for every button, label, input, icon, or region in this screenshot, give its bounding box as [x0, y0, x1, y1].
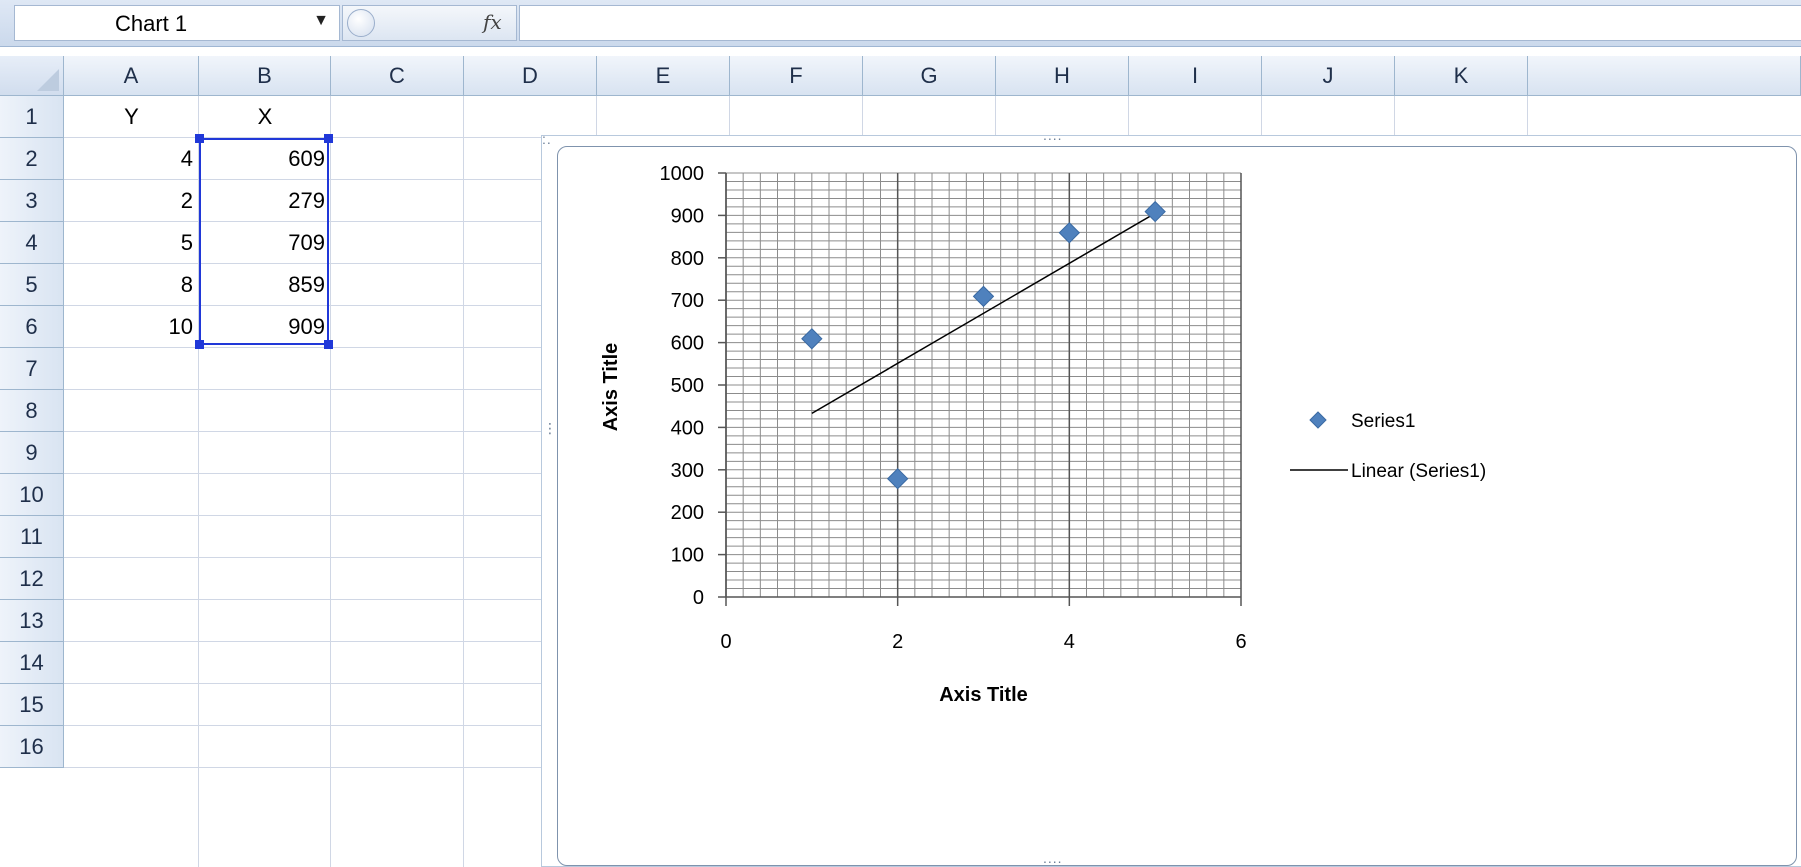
- row-header-2[interactable]: 2: [0, 138, 64, 180]
- column-header-b[interactable]: B: [199, 56, 331, 96]
- row-header-5[interactable]: 5: [0, 264, 64, 306]
- column-header-c[interactable]: C: [331, 56, 464, 96]
- grid-line: [330, 96, 331, 867]
- row-header-10[interactable]: 10: [0, 474, 64, 516]
- cell-a6[interactable]: 10: [168, 314, 193, 339]
- selection-handle[interactable]: [195, 134, 204, 143]
- cell-b1[interactable]: X: [257, 104, 273, 129]
- row-header-3[interactable]: 3: [0, 180, 64, 222]
- grid-line: [198, 96, 199, 867]
- row-header-9[interactable]: 9: [0, 432, 64, 474]
- name-box[interactable]: Chart 1 ▼: [14, 5, 340, 41]
- resize-handle-bottom[interactable]: ....: [1043, 850, 1063, 866]
- selection-handle[interactable]: [324, 134, 333, 143]
- column-header-d[interactable]: D: [464, 56, 597, 96]
- row-header-11[interactable]: 11: [0, 516, 64, 558]
- cell-a1[interactable]: Y: [124, 104, 139, 129]
- column-header-h[interactable]: H: [996, 56, 1129, 96]
- row-header-4[interactable]: 4: [0, 222, 64, 264]
- selected-range[interactable]: [199, 138, 329, 345]
- selection-handle[interactable]: [324, 340, 333, 349]
- row-header-1[interactable]: 1: [0, 96, 64, 138]
- cell-a5[interactable]: 8: [180, 272, 193, 297]
- formula-bar: Chart 1 ▼ fx: [0, 0, 1801, 47]
- formula-bar-controls: fx: [342, 5, 517, 41]
- row-header-7[interactable]: 7: [0, 348, 64, 390]
- resize-handle-top[interactable]: ....: [1043, 127, 1063, 143]
- resize-handle-corner[interactable]: :.: [542, 131, 552, 147]
- cell-b5[interactable]: 859: [288, 272, 325, 297]
- column-header-e[interactable]: E: [597, 56, 730, 96]
- column-header-f[interactable]: F: [730, 56, 863, 96]
- cell-b3[interactable]: 279: [288, 188, 325, 213]
- cell-b2[interactable]: 609: [288, 146, 325, 171]
- column-header-i[interactable]: I: [1129, 56, 1262, 96]
- selection-handle[interactable]: [195, 340, 204, 349]
- column-header-g[interactable]: G: [863, 56, 996, 96]
- cell-b6[interactable]: 909: [288, 314, 325, 339]
- row-header-16[interactable]: 16: [0, 726, 64, 768]
- cell-a4[interactable]: 5: [180, 230, 193, 255]
- select-all-button[interactable]: [0, 56, 64, 96]
- row-header-15[interactable]: 15: [0, 684, 64, 726]
- resize-handle-left[interactable]: ⋮: [543, 420, 558, 436]
- row-header-6[interactable]: 6: [0, 306, 64, 348]
- cell-a2[interactable]: 4: [180, 146, 193, 171]
- grid-line: [463, 96, 464, 867]
- select-all-icon: [37, 69, 59, 91]
- row-header-8[interactable]: 8: [0, 390, 64, 432]
- name-box-value: Chart 1: [115, 11, 188, 36]
- expand-knob-icon[interactable]: [347, 9, 375, 37]
- column-header-overflow: [1528, 56, 1801, 96]
- column-header-a[interactable]: A: [64, 56, 199, 96]
- cell-a3[interactable]: 2: [180, 188, 193, 213]
- row-header-14[interactable]: 14: [0, 642, 64, 684]
- cell-b4[interactable]: 709: [288, 230, 325, 255]
- column-header-k[interactable]: K: [1395, 56, 1528, 96]
- chevron-down-icon[interactable]: ▼: [313, 12, 329, 29]
- formula-input[interactable]: [519, 5, 1801, 41]
- row-header-13[interactable]: 13: [0, 600, 64, 642]
- chart-area[interactable]: [557, 146, 1797, 866]
- column-header-j[interactable]: J: [1262, 56, 1395, 96]
- insert-function-icon[interactable]: fx: [483, 10, 502, 34]
- row-header-12[interactable]: 12: [0, 558, 64, 600]
